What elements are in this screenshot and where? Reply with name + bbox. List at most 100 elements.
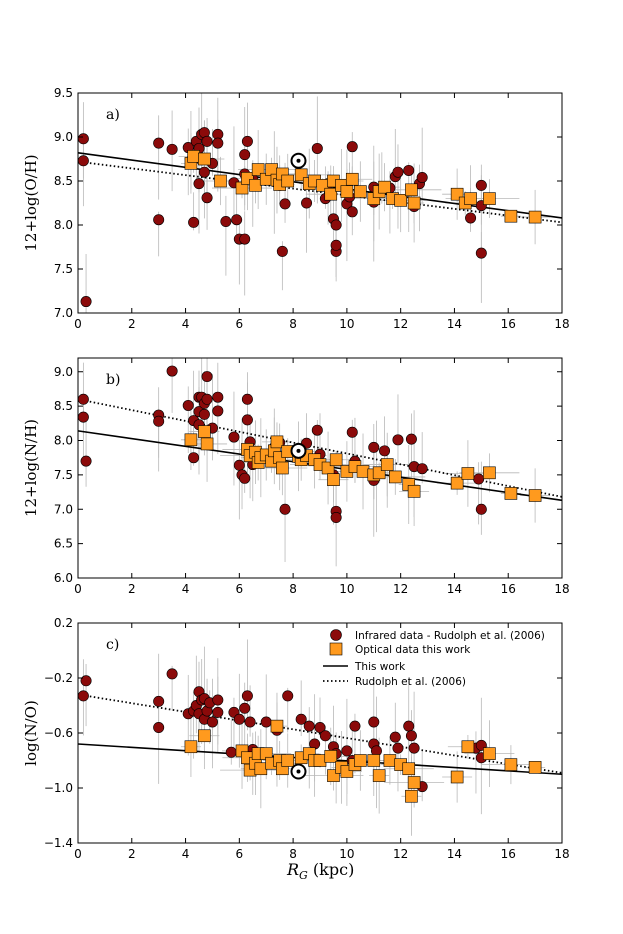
x-tick-label: 14: [447, 847, 462, 861]
optical-point: [450, 770, 464, 784]
legend: Infrared data - Rudolph et al. (2006) Op…: [323, 629, 545, 688]
infrared-point: [341, 745, 353, 757]
x-tick-label: 2: [128, 847, 136, 861]
infrared-point: [405, 433, 417, 445]
y-tick-label: 8.5: [54, 174, 73, 188]
optical-point: [372, 769, 386, 782]
infrared-point: [282, 690, 294, 702]
infrared-point: [166, 143, 178, 155]
infrared-point: [346, 426, 358, 438]
optical-point: [504, 209, 518, 223]
infrared-point: [465, 212, 477, 224]
infrared-point: [193, 178, 205, 190]
infrared-point: [392, 166, 404, 178]
legend-optical-label: Optical data this work: [355, 644, 471, 656]
infrared-point: [279, 198, 291, 210]
optical-point: [407, 776, 421, 789]
infrared-point: [416, 171, 428, 183]
optical-point: [407, 485, 421, 498]
infrared-point: [241, 393, 253, 405]
infrared-point: [77, 690, 89, 702]
infrared-point: [153, 137, 165, 149]
optical-point: [461, 467, 475, 480]
optical-point: [405, 789, 418, 803]
legend-this-work-label: This work: [354, 661, 406, 673]
legend-rudolph-label: Rudolph et al. (2006): [355, 676, 466, 688]
infrared-point: [201, 393, 213, 405]
optical-point: [281, 754, 295, 767]
infrared-point: [239, 233, 251, 245]
infrared-point: [244, 716, 256, 728]
optical-point: [528, 761, 542, 774]
y-tick-label: −1.0: [44, 781, 73, 795]
infrared-point: [389, 731, 401, 743]
optical-point: [407, 196, 421, 210]
optical-point: [450, 476, 464, 490]
y-tick-label: 9.5: [54, 86, 73, 100]
infrared-point: [233, 459, 245, 471]
optical-point: [265, 163, 278, 176]
x-tick-label: 0: [74, 582, 82, 596]
legend-infrared-label: Infrared data - Rudolph et al. (2006): [355, 630, 545, 642]
infrared-point: [153, 415, 165, 427]
legend-optical-marker: [329, 642, 343, 656]
x-tick-label: 18: [554, 582, 569, 596]
optical-point: [380, 458, 394, 471]
optical-point: [270, 435, 284, 449]
x-tick-label: 8: [289, 847, 297, 861]
optical-point: [388, 470, 402, 484]
optical-point: [329, 453, 343, 467]
optical-point: [367, 754, 381, 767]
optical-point: [184, 740, 198, 754]
x-tick-label: 12: [393, 317, 408, 331]
y-tick-label: 6.5: [54, 537, 73, 551]
x-tick-label: 4: [182, 847, 190, 861]
optical-point: [354, 185, 367, 198]
sun-symbol-dot: [296, 448, 301, 453]
optical-point: [402, 762, 416, 776]
infrared-point: [279, 503, 291, 515]
sun-symbol-dot: [296, 769, 301, 774]
infrared-point: [77, 133, 89, 145]
infrared-point: [408, 742, 420, 754]
infrared-point: [346, 206, 358, 218]
y-tick-label: 8.5: [54, 399, 73, 413]
panel-3: 0 2 4 6 8 10 12 14 16 18 −1.4 −1.0 −0.6 −0.2 0.2 log(N/…: [22, 616, 570, 882]
infrared-point: [231, 214, 243, 226]
y-tick-label: −0.6: [44, 726, 73, 740]
infrared-point: [330, 219, 342, 231]
infrared-point: [77, 155, 89, 167]
infrared-point: [201, 371, 213, 383]
infrared-point: [301, 197, 313, 209]
infrared-point: [198, 408, 210, 420]
infrared-point: [475, 247, 487, 259]
optical-point: [528, 489, 542, 502]
infrared-point: [166, 668, 178, 680]
infrared-point: [330, 239, 342, 251]
legend-infrared-marker: [330, 629, 342, 641]
y-tick-label: 7.5: [54, 262, 73, 276]
optical-point: [354, 754, 367, 767]
y-tick-label: 0.2: [54, 616, 73, 630]
optical-point: [200, 437, 214, 451]
x-tick-label: 18: [554, 847, 569, 861]
x-tick-label: 4: [182, 317, 190, 331]
optical-point: [270, 719, 284, 733]
infrared-point: [239, 472, 251, 484]
infrared-point: [228, 431, 240, 443]
infrared-point: [77, 393, 89, 405]
x-tick-label: 14: [447, 582, 462, 596]
optical-point: [345, 172, 359, 186]
x-tick-label: 6: [236, 582, 244, 596]
infrared-point: [276, 245, 288, 257]
infrared-point: [403, 164, 415, 176]
infrared-point: [201, 192, 213, 204]
infrared-point: [475, 503, 487, 515]
optical-point: [327, 473, 340, 486]
y-axis-label: 12+log(O/H): [22, 154, 40, 251]
infrared-point: [206, 716, 218, 728]
y-tick-label: 7.5: [54, 468, 73, 482]
optical-point: [340, 185, 354, 198]
infrared-point: [403, 720, 415, 732]
infrared-point: [346, 141, 358, 153]
